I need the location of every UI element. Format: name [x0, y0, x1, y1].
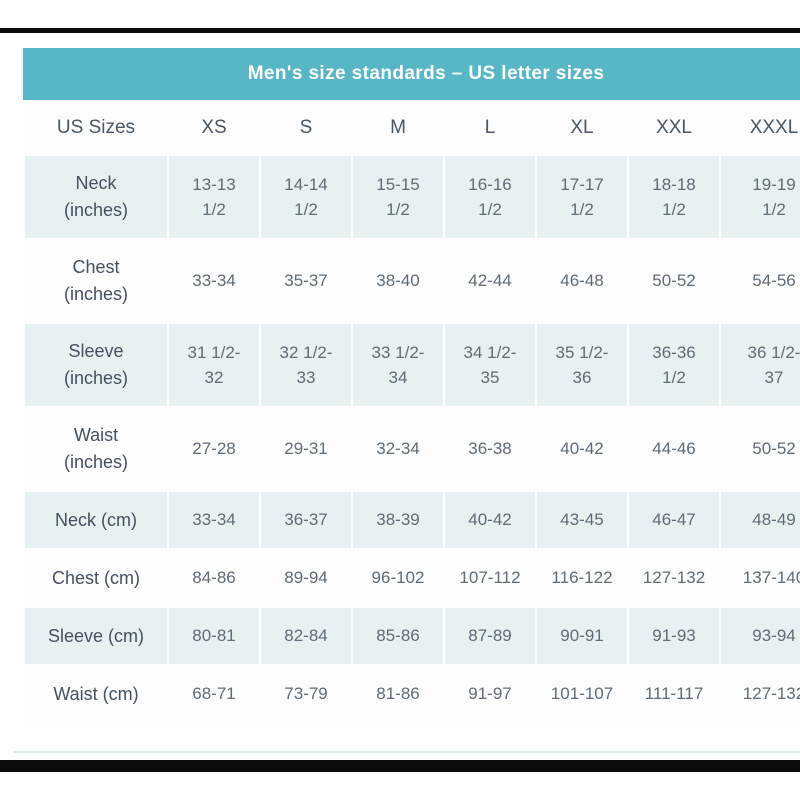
table-row: Sleeve (inches) 31 1/2- 32 32 1/2- 33 33 1/…	[25, 324, 800, 406]
size-cell: 16-16 1/2	[445, 156, 535, 238]
size-cell: 93-94	[721, 608, 800, 664]
column-header: L	[445, 102, 535, 154]
column-header: XL	[537, 102, 627, 154]
size-cell: 137-140	[721, 550, 800, 606]
column-header: XXL	[629, 102, 719, 154]
size-cell: 82-84	[261, 608, 351, 664]
column-header: S	[261, 102, 351, 154]
size-cell: 91-93	[629, 608, 719, 664]
size-cell: 87-89	[445, 608, 535, 664]
header-row: US Sizes XS S M L XL XXL XXXL	[25, 102, 800, 154]
size-cell: 32-34	[353, 408, 443, 490]
size-cell: 36-38	[445, 408, 535, 490]
size-cell: 50-52	[629, 240, 719, 322]
size-cell: 27-28	[169, 408, 259, 490]
size-cell: 19-19 1/2	[721, 156, 800, 238]
size-cell: 127-132	[721, 666, 800, 722]
size-chart-card: Men's size standards – US letter sizes U…	[23, 48, 800, 724]
size-cell: 85-86	[353, 608, 443, 664]
size-cell: 42-44	[445, 240, 535, 322]
bottom-border-bar	[0, 760, 800, 772]
size-cell: 68-71	[169, 666, 259, 722]
size-cell: 36-36 1/2	[629, 324, 719, 406]
size-cell: 84-86	[169, 550, 259, 606]
size-cell: 18-18 1/2	[629, 156, 719, 238]
table-row: Neck (cm) 33-34 36-37 38-39 40-42 43-45 46-47 4…	[25, 492, 800, 548]
size-cell: 34 1/2- 35	[445, 324, 535, 406]
table-title-bar: Men's size standards – US letter sizes	[23, 48, 800, 100]
column-header: M	[353, 102, 443, 154]
size-cell: 127-132	[629, 550, 719, 606]
row-label: Chest (cm)	[25, 550, 167, 606]
size-cell: 13-13 1/2	[169, 156, 259, 238]
table-row: Chest (inches) 33-34 35-37 38-40 42-44 46-48 5…	[25, 240, 800, 322]
size-cell: 38-39	[353, 492, 443, 548]
size-cell: 33-34	[169, 240, 259, 322]
size-table-head: US Sizes XS S M L XL XXL XXXL	[25, 102, 800, 154]
size-table-body: Neck (inches) 13-13 1/2 14-14 1/2 15-15 1/2…	[25, 156, 800, 722]
size-cell: 29-31	[261, 408, 351, 490]
size-cell: 90-91	[537, 608, 627, 664]
size-cell: 54-56	[721, 240, 800, 322]
size-cell: 107-112	[445, 550, 535, 606]
size-cell: 31 1/2- 32	[169, 324, 259, 406]
size-cell: 50-52	[721, 408, 800, 490]
size-cell: 80-81	[169, 608, 259, 664]
row-label: Sleeve (cm)	[25, 608, 167, 664]
size-cell: 32 1/2- 33	[261, 324, 351, 406]
size-cell: 73-79	[261, 666, 351, 722]
size-cell: 111-117	[629, 666, 719, 722]
size-cell: 48-49	[721, 492, 800, 548]
size-cell: 40-42	[445, 492, 535, 548]
table-row: Waist (cm) 68-71 73-79 81-86 91-97 101-107 111…	[25, 666, 800, 722]
size-cell: 33 1/2- 34	[353, 324, 443, 406]
size-cell: 101-107	[537, 666, 627, 722]
row-label: Waist (inches)	[25, 408, 167, 490]
size-cell: 40-42	[537, 408, 627, 490]
bottom-accent-line	[14, 751, 800, 753]
size-cell: 14-14 1/2	[261, 156, 351, 238]
size-cell: 17-17 1/2	[537, 156, 627, 238]
table-row: Waist (inches) 27-28 29-31 32-34 36-38 40-42 4…	[25, 408, 800, 490]
size-cell: 116-122	[537, 550, 627, 606]
size-cell: 15-15 1/2	[353, 156, 443, 238]
corner-header: US Sizes	[25, 102, 167, 154]
row-label: Waist (cm)	[25, 666, 167, 722]
table-row: Neck (inches) 13-13 1/2 14-14 1/2 15-15 1/2…	[25, 156, 800, 238]
size-cell: 81-86	[353, 666, 443, 722]
table-row: Chest (cm) 84-86 89-94 96-102 107-112 116-122…	[25, 550, 800, 606]
size-cell: 46-48	[537, 240, 627, 322]
size-cell: 91-97	[445, 666, 535, 722]
size-cell: 36-37	[261, 492, 351, 548]
size-cell: 35-37	[261, 240, 351, 322]
row-label: Sleeve (inches)	[25, 324, 167, 406]
size-cell: 46-47	[629, 492, 719, 548]
size-cell: 44-46	[629, 408, 719, 490]
size-cell: 43-45	[537, 492, 627, 548]
row-label: Neck (inches)	[25, 156, 167, 238]
column-header: XXXL	[721, 102, 800, 154]
top-border-line	[0, 28, 800, 33]
size-table: US Sizes XS S M L XL XXL XXXL Neck (inches) 13-1…	[23, 100, 800, 724]
size-cell: 38-40	[353, 240, 443, 322]
size-cell: 89-94	[261, 550, 351, 606]
table-title: Men's size standards – US letter sizes	[247, 63, 605, 84]
size-cell: 35 1/2- 36	[537, 324, 627, 406]
size-cell: 96-102	[353, 550, 443, 606]
size-cell: 33-34	[169, 492, 259, 548]
row-label: Chest (inches)	[25, 240, 167, 322]
row-label: Neck (cm)	[25, 492, 167, 548]
size-cell: 36 1/2- 37	[721, 324, 800, 406]
column-header: XS	[169, 102, 259, 154]
table-row: Sleeve (cm) 80-81 82-84 85-86 87-89 90-91 91-9…	[25, 608, 800, 664]
